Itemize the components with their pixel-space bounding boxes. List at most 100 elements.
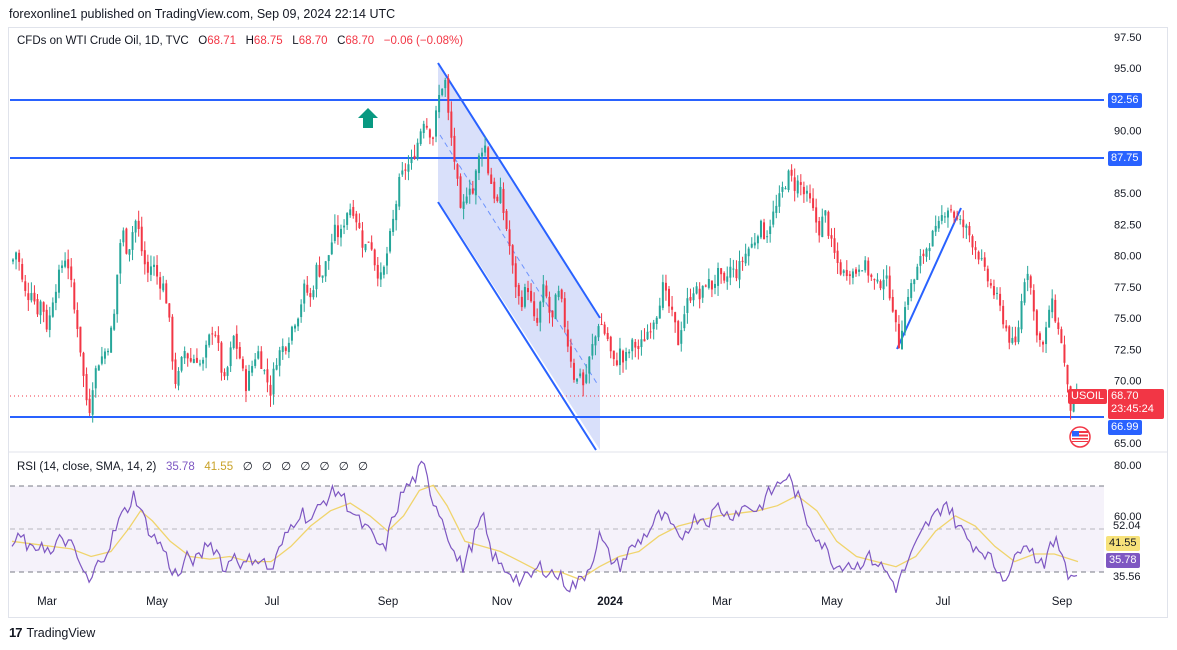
candle xyxy=(1032,284,1035,321)
candle xyxy=(85,367,88,406)
candle xyxy=(1029,274,1032,295)
candle xyxy=(821,208,824,238)
rsi-lower-tag: 35.56 xyxy=(1113,571,1141,583)
candle xyxy=(759,219,762,240)
candle xyxy=(474,169,477,205)
chart-frame xyxy=(8,27,1168,618)
last-price-value: 68.70 xyxy=(1111,390,1139,402)
candle xyxy=(287,337,290,359)
time-tick-8: Jul xyxy=(936,596,951,608)
candle xyxy=(1054,294,1057,324)
candle xyxy=(520,290,523,311)
candle xyxy=(818,217,821,243)
candle xyxy=(336,215,339,245)
candle xyxy=(395,200,398,231)
candle xyxy=(450,101,453,146)
candle xyxy=(545,280,548,299)
candle xyxy=(410,149,413,170)
candle xyxy=(1066,364,1069,393)
last-price-tag: 68.70 23:45:24 xyxy=(1108,389,1164,419)
candle xyxy=(143,241,146,275)
candle xyxy=(542,275,545,308)
candle xyxy=(784,186,787,190)
candle xyxy=(361,222,364,258)
candle xyxy=(1041,340,1044,353)
candle xyxy=(919,248,922,274)
candle xyxy=(931,229,934,247)
candle xyxy=(511,244,514,274)
candle xyxy=(327,254,330,270)
candle xyxy=(73,278,76,314)
candle xyxy=(842,269,845,277)
time-axis[interactable]: Mar May Jul Sep Nov 2024 Mar May Jul Sep xyxy=(37,596,1072,608)
candle xyxy=(1026,265,1029,292)
candle xyxy=(444,77,447,97)
candle xyxy=(57,264,60,299)
candle xyxy=(983,252,986,271)
candle xyxy=(67,249,70,280)
candle xyxy=(42,301,45,323)
candle xyxy=(315,262,318,298)
candle xyxy=(894,309,897,332)
candle xyxy=(465,187,468,205)
candle xyxy=(103,348,106,365)
candle xyxy=(174,352,177,389)
candle xyxy=(419,128,422,146)
candle xyxy=(30,282,33,303)
rsi-tick-0: 80.00 xyxy=(1114,460,1142,472)
candle xyxy=(867,257,870,283)
candle xyxy=(904,301,907,336)
candle xyxy=(1057,317,1060,335)
candle xyxy=(934,215,937,237)
candle xyxy=(824,210,827,223)
candle xyxy=(468,179,471,204)
candle xyxy=(753,233,756,249)
candle xyxy=(441,88,444,97)
candle xyxy=(953,210,956,224)
candle xyxy=(33,285,36,305)
time-tick-4: Nov xyxy=(492,596,513,608)
candle xyxy=(671,295,674,317)
candle xyxy=(159,271,162,300)
channel-mid-line xyxy=(439,134,599,386)
candle xyxy=(526,280,529,301)
rsi-axis[interactable]: 80.00 60.00 xyxy=(1114,460,1142,523)
candle xyxy=(968,221,971,243)
candle xyxy=(48,306,51,338)
candle xyxy=(1002,300,1005,329)
high-label: H xyxy=(245,35,254,47)
time-tick-7: May xyxy=(821,596,843,608)
candle xyxy=(192,354,195,364)
candle xyxy=(514,256,517,298)
open-label: O xyxy=(198,35,208,47)
candle xyxy=(490,167,493,184)
candle xyxy=(640,330,643,356)
candle xyxy=(845,260,848,281)
candle xyxy=(606,327,609,342)
candle xyxy=(186,352,189,367)
candle xyxy=(24,274,27,297)
candle xyxy=(695,282,698,295)
candle xyxy=(882,269,885,301)
candle xyxy=(977,250,980,265)
candle xyxy=(858,264,861,277)
candle xyxy=(582,369,585,397)
candle xyxy=(51,297,54,318)
candle xyxy=(996,287,999,300)
candle xyxy=(830,228,833,248)
candle xyxy=(425,118,428,130)
candle xyxy=(735,260,738,282)
price-tick-9: 70.00 xyxy=(1114,376,1142,388)
candle xyxy=(232,334,235,350)
candle xyxy=(499,177,502,204)
price-tick-2: 90.00 xyxy=(1114,126,1142,138)
candle xyxy=(398,173,401,211)
candle xyxy=(854,267,857,277)
candle xyxy=(318,256,321,278)
candle xyxy=(692,287,695,307)
tradingview-brand[interactable]: 17 TradingView xyxy=(9,625,95,640)
price-axis[interactable]: 97.50 95.00 90.00 85.00 82.50 80.00 77.50 75.00… xyxy=(1114,32,1142,450)
candle xyxy=(438,84,441,119)
candle xyxy=(496,194,499,203)
